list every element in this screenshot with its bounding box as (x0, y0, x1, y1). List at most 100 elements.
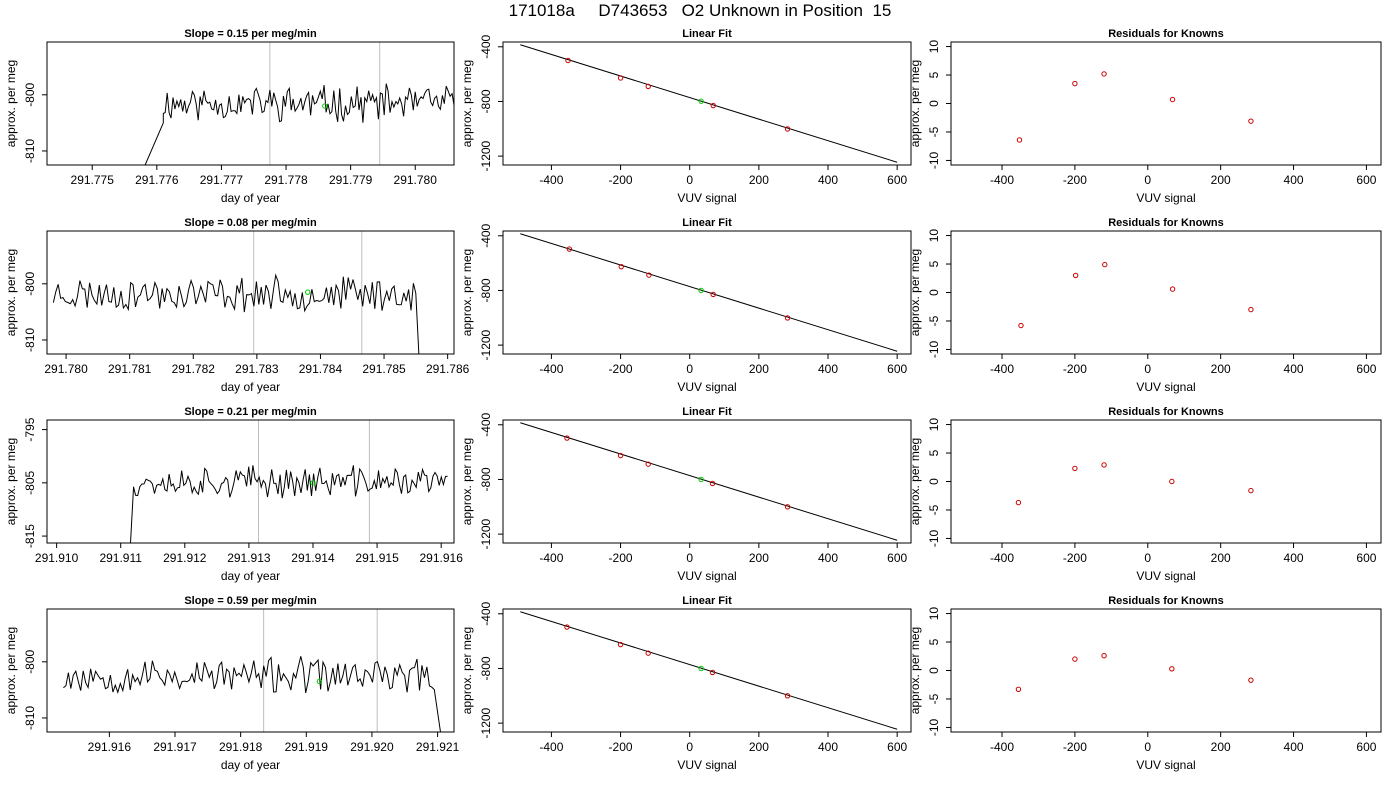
residuals-2-ytick-label: -10 (927, 340, 941, 358)
timeseries-4-title: Slope = 0.59 per meg/min (184, 595, 317, 607)
linear_fit-1-xlabel: VUV signal (677, 191, 736, 205)
linear_fit-3-ytick-label: -1200 (479, 518, 493, 549)
linear_fit-3-known-point (709, 480, 716, 487)
residuals-4-xtick-label: 400 (1284, 740, 1304, 754)
linear_fit-2-title: Linear Fit (682, 217, 732, 229)
residuals-1-title: Residuals for Knowns (1108, 28, 1224, 40)
timeseries-3-xtick-label: 291.913 (227, 551, 271, 565)
linear_fit-1-xtick-label: 200 (749, 173, 769, 187)
linear_fit-2-known-point (566, 246, 573, 252)
residuals-4-title: Residuals for Knowns (1108, 595, 1224, 607)
timeseries-4-frame (46, 608, 455, 733)
timeseries-3-ytick-label: -815 (23, 524, 37, 548)
residuals-1-ytick-label: 10 (927, 40, 941, 54)
timeseries-4-xlabel: day of year (221, 758, 280, 772)
linear_fit-4-xtick-label: 0 (686, 740, 693, 754)
linear_fit-2-xtick-label: 200 (749, 362, 769, 376)
linear_fit-1-unknown-point (698, 98, 704, 104)
residuals-3-ytick-label: 10 (927, 418, 941, 432)
residuals-2-ytick-label: -5 (927, 315, 941, 326)
timeseries-3-xtick-label: 291.910 (35, 551, 79, 565)
residuals-4-ytick-label: 10 (927, 607, 941, 621)
residuals-4-xtick-label: 200 (1211, 740, 1231, 754)
residuals-2-residual-point (1072, 272, 1079, 279)
linear_fit-3-xtick-label: -400 (539, 551, 563, 565)
residuals-4-ytick-label: 5 (927, 638, 941, 645)
timeseries-3-xtick-label: 291.915 (355, 551, 399, 565)
residuals-3-residual-point (1015, 499, 1022, 506)
residuals-4-residual-point (1101, 652, 1107, 659)
residuals-1-ytick-label: 5 (927, 71, 941, 78)
timeseries-4-xtick-label: 291.918 (219, 740, 263, 754)
residuals-3-residual-point (1248, 487, 1254, 494)
timeseries-4-ytick-label: -800 (23, 649, 37, 673)
linear_fit-2-xlabel: VUV signal (677, 380, 736, 394)
linear_fit-3-known-point (617, 452, 624, 459)
timeseries-4-ytick-label: -810 (23, 706, 37, 730)
linear_fit-3-fit-line (520, 422, 898, 541)
residuals-4-plot-area (1015, 652, 1254, 692)
residuals-1-frame (950, 41, 1382, 166)
timeseries-2-title: Slope = 0.08 per meg/min (184, 217, 317, 229)
linear_fit-1-xtick-label: -400 (539, 173, 563, 187)
linear_fit-3-xtick-label: 0 (686, 551, 693, 565)
residuals-1-xtick-label: 600 (1356, 173, 1376, 187)
residuals-1-xtick-label: 200 (1211, 173, 1231, 187)
linear_fit-1-ylabel: approx. per meg (460, 60, 474, 147)
linear_fit-3-ytick-label: -800 (479, 467, 493, 491)
timeseries-2-ytick-label: -810 (23, 328, 37, 352)
linear_fit-1-known-point (784, 126, 791, 132)
timeseries-4-ylabel: approx. per meg (4, 627, 18, 714)
linear_fit-3-plot-area (520, 422, 898, 541)
timeseries-3-xtick-label: 291.911 (99, 551, 142, 565)
linear_fit-1-ytick-label: -1200 (479, 140, 493, 171)
residuals-1-ytick-label: 0 (927, 100, 941, 107)
linear_fit-2-xtick-label: -200 (609, 362, 633, 376)
timeseries-1-plot-area (144, 42, 454, 165)
residuals-2-ytick-label: 10 (927, 229, 941, 243)
timeseries-2-frame (46, 230, 455, 355)
residuals-2-xtick-label: 600 (1356, 362, 1376, 376)
timeseries-3-xtick-label: 291.916 (419, 551, 463, 565)
linear_fit-4-frame (502, 608, 912, 733)
linear_fit-3-unknown-point (698, 476, 704, 483)
timeseries-3-ytick-label: -805 (23, 471, 37, 495)
linear_fit-3-xtick-label: 400 (818, 551, 838, 565)
timeseries-3-ytick-label: -795 (23, 417, 37, 441)
linear_fit-4-known-point (709, 669, 716, 676)
linear_fit-2-ytick-label: -800 (479, 278, 493, 302)
linear_fit-4-xtick-label: -200 (609, 740, 633, 754)
linear_fit-1-xtick-label: 400 (818, 173, 838, 187)
linear_fit-4-ylabel: approx. per meg (460, 627, 474, 714)
linear_fit-2-known-point (710, 291, 716, 298)
timeseries-3-trace (130, 465, 448, 543)
residuals-3-xtick-label: -200 (1063, 551, 1087, 565)
timeseries-2-xtick-label: 291.786 (426, 362, 470, 376)
timeseries-1-title: Slope = 0.15 per meg/min (184, 28, 317, 40)
timeseries-1-ylabel: approx. per meg (4, 60, 18, 147)
linear_fit-3-frame (502, 419, 912, 544)
residuals-3-xtick-label: 200 (1211, 551, 1231, 565)
timeseries-4-xtick-label: 291.921 (416, 740, 460, 754)
timeseries-1-xtick-label: 291.777 (200, 173, 244, 187)
linear_fit-3-known-point (645, 461, 651, 467)
linear_fit-1-frame (502, 41, 912, 166)
linear_fit-2-ytick-label: -1200 (479, 329, 493, 360)
linear_fit-4-xtick-label: 600 (887, 740, 907, 754)
residuals-1-residual-point (1101, 71, 1107, 77)
timeseries-1-xlabel: day of year (221, 191, 280, 205)
linear_fit-1-known-point (617, 75, 624, 81)
residuals-1-plot-area (1016, 71, 1254, 143)
timeseries-3-xlabel: day of year (221, 569, 280, 583)
linear_fit-2-xtick-label: 0 (686, 362, 693, 376)
linear_fit-1-known-point (645, 83, 651, 90)
linear_fit-4-ytick-label: -400 (479, 601, 493, 625)
linear_fit-4-xtick-label: 400 (818, 740, 838, 754)
timeseries-2-xlabel: day of year (221, 380, 280, 394)
timeseries-1-ytick-label: -810 (23, 139, 37, 163)
linear_fit-2-unknown-point (698, 287, 704, 294)
timeseries-4-xtick-label: 291.920 (350, 740, 394, 754)
timeseries-3-plot-area (130, 420, 448, 543)
timeseries-3-title: Slope = 0.21 per meg/min (184, 406, 317, 418)
